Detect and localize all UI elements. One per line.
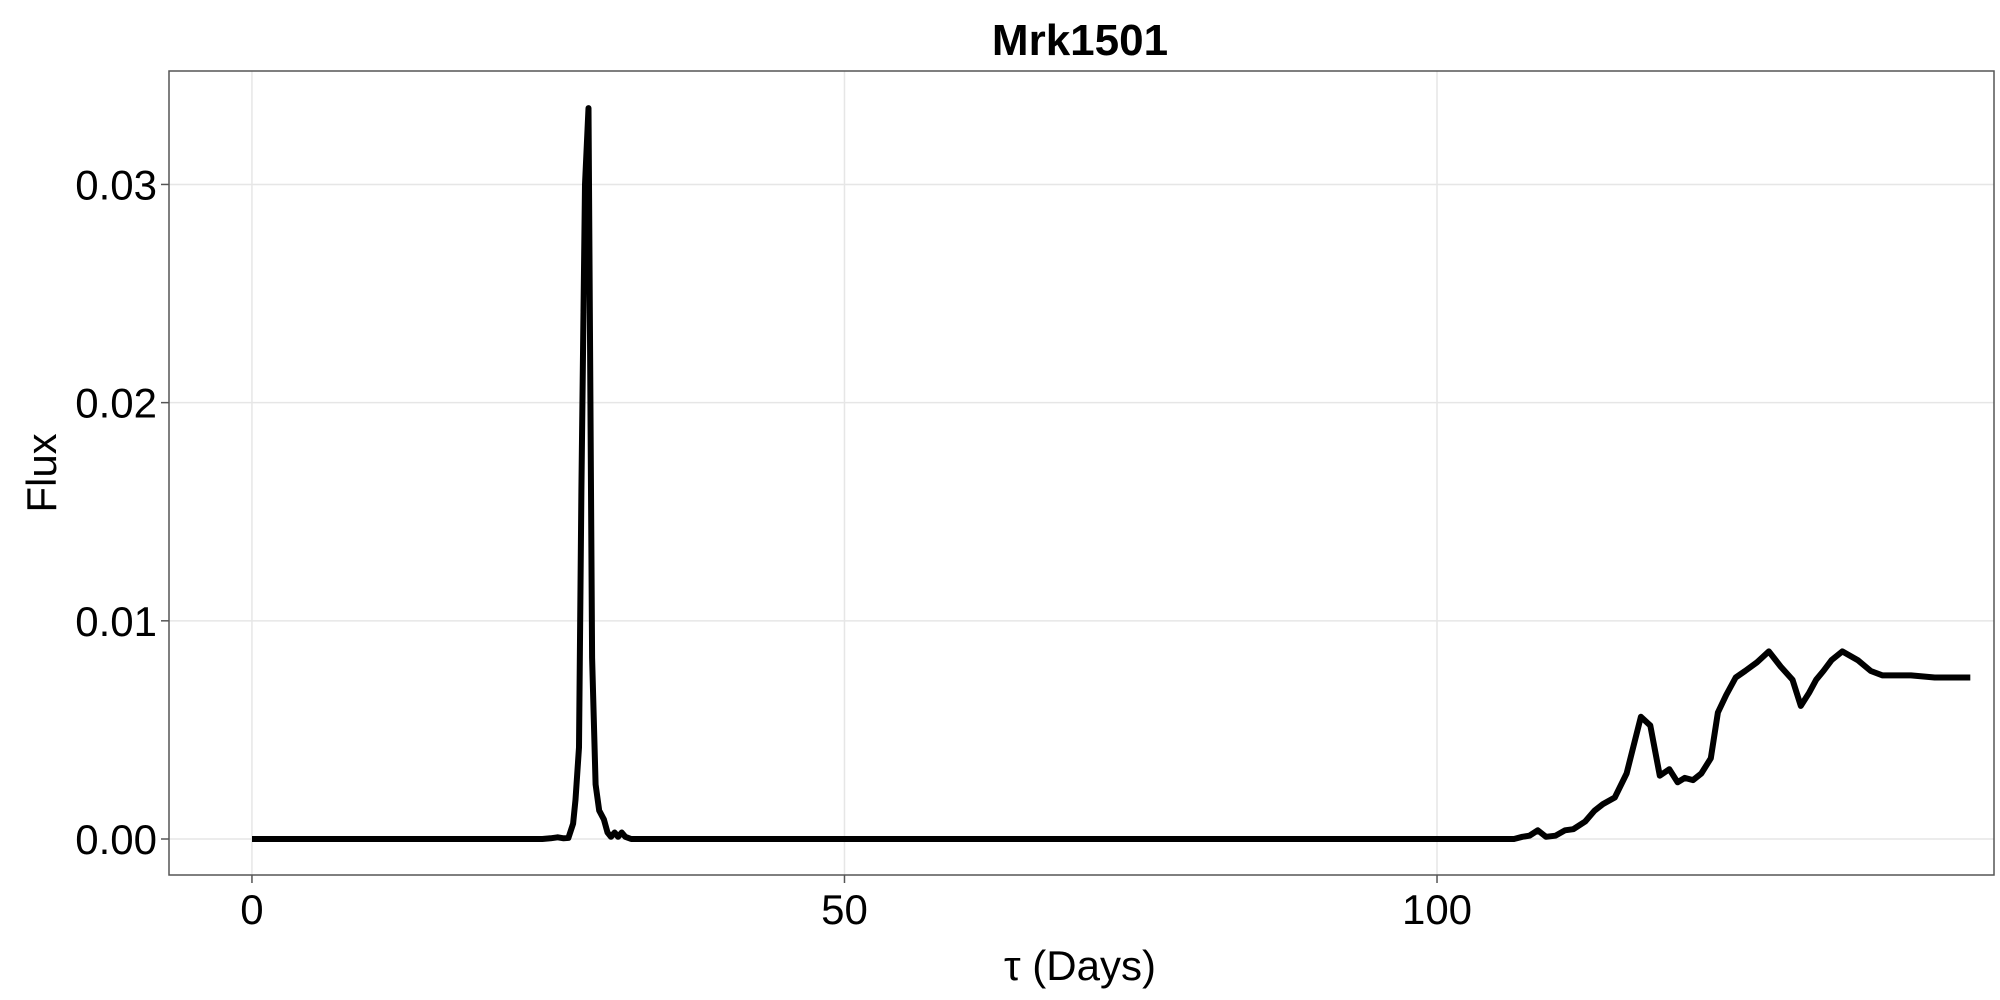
x-axis-label: τ (Days) (1004, 942, 1156, 989)
x-tick-label: 50 (821, 886, 868, 933)
y-axis-label: Flux (18, 433, 65, 512)
y-tick-label: 0.03 (75, 161, 157, 208)
grid (169, 71, 1994, 875)
flux-series-line (252, 105, 1971, 842)
y-tick-label: 0.00 (75, 816, 157, 863)
y-tick-label: 0.02 (75, 380, 157, 427)
x-tick-label: 0 (240, 886, 263, 933)
x-tick-label: 100 (1402, 886, 1472, 933)
axis-ticks: 0 50 100 0.00 0.01 0.02 0.03 (75, 161, 1472, 933)
y-tick-label: 0.01 (75, 598, 157, 645)
chart-title: Mrk1501 (992, 16, 1168, 65)
plot-frame (168, 70, 1995, 876)
series-layer (252, 105, 1971, 842)
